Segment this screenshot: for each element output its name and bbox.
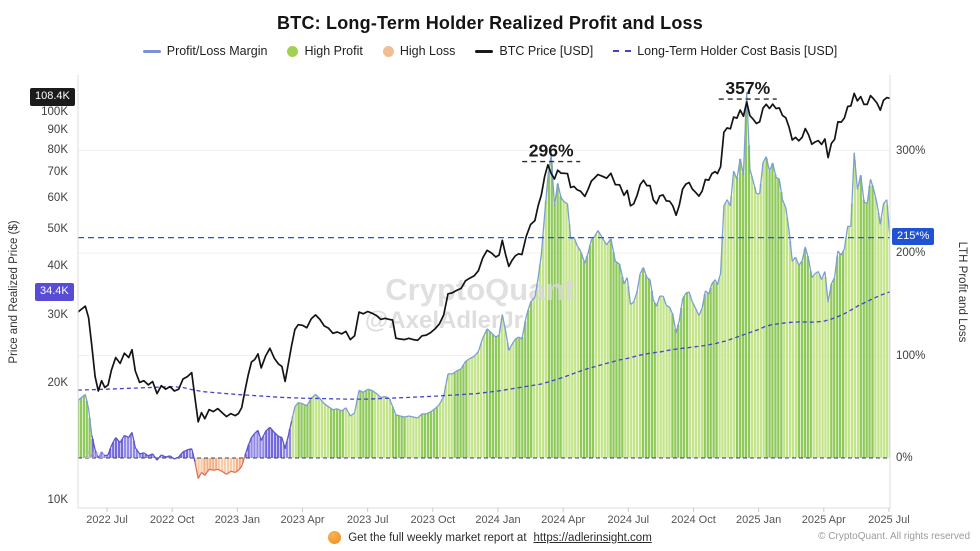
annotation-label: 357% bbox=[725, 78, 770, 98]
legend-marker-icon bbox=[382, 45, 394, 57]
copyright-notice: © CryptoQuant. All rights reserved bbox=[818, 531, 970, 542]
latest-price-badge: 108.4K bbox=[30, 88, 75, 107]
legend-item-label: Long-Term Holder Cost Basis [USD] bbox=[637, 44, 838, 58]
latest-margin-badge: 215*% bbox=[892, 227, 935, 246]
legend-item-high-profit[interactable]: High Profit bbox=[287, 44, 363, 58]
legend-marker-icon bbox=[475, 49, 494, 53]
legend-marker-icon bbox=[613, 50, 632, 52]
legend-item-label: Profit/Loss Margin bbox=[166, 44, 268, 58]
orange-circle-icon bbox=[328, 531, 342, 544]
chart-annotation: 357% bbox=[718, 78, 777, 100]
chart-annotation: 296% bbox=[522, 141, 581, 163]
legend: Profit/Loss Margin High Profit High Loss BT… bbox=[0, 44, 980, 58]
latest-cost-basis-badge: 34.4K bbox=[35, 282, 74, 301]
watermark: CryptoQuant@AxelAdlerJr bbox=[365, 272, 575, 334]
report-banner: Get the full weekly market report at htt… bbox=[0, 531, 980, 544]
report-link[interactable]: https://adlerinsight.com bbox=[533, 531, 652, 544]
legend-item-label: High Loss bbox=[399, 44, 456, 58]
report-text: Get the full weekly market report at bbox=[348, 531, 527, 544]
watermark-brand: CryptoQuant bbox=[385, 272, 574, 307]
legend-item-profit-loss-margin[interactable]: Profit/Loss Margin bbox=[142, 44, 268, 58]
profit-loss-bars bbox=[78, 109, 890, 478]
legend-marker-icon bbox=[287, 45, 299, 57]
legend-item-label: High Profit bbox=[304, 44, 363, 58]
legend-item-btc-price-usd-[interactable]: BTC Price [USD] bbox=[475, 44, 593, 58]
legend-item-label: BTC Price [USD] bbox=[499, 44, 594, 58]
legend-item-long-term-holder-cost-basis-usd-[interactable]: Long-Term Holder Cost Basis [USD] bbox=[613, 44, 837, 58]
chart-title: BTC: Long-Term Holder Realized Profit an… bbox=[277, 13, 703, 33]
plot-borders bbox=[77, 75, 891, 512]
annotation-label: 296% bbox=[529, 141, 574, 161]
profit-loss-margin-line bbox=[78, 92, 890, 479]
right-axis-title: LTH Profit and Loss bbox=[956, 241, 968, 343]
left-axis-title: Price and Realized Price ($) bbox=[8, 220, 20, 364]
legend-item-high-loss[interactable]: High Loss bbox=[382, 44, 456, 58]
lth-cost-basis-line bbox=[78, 291, 890, 400]
legend-marker-icon bbox=[142, 49, 161, 53]
btc-price-line bbox=[78, 92, 890, 423]
